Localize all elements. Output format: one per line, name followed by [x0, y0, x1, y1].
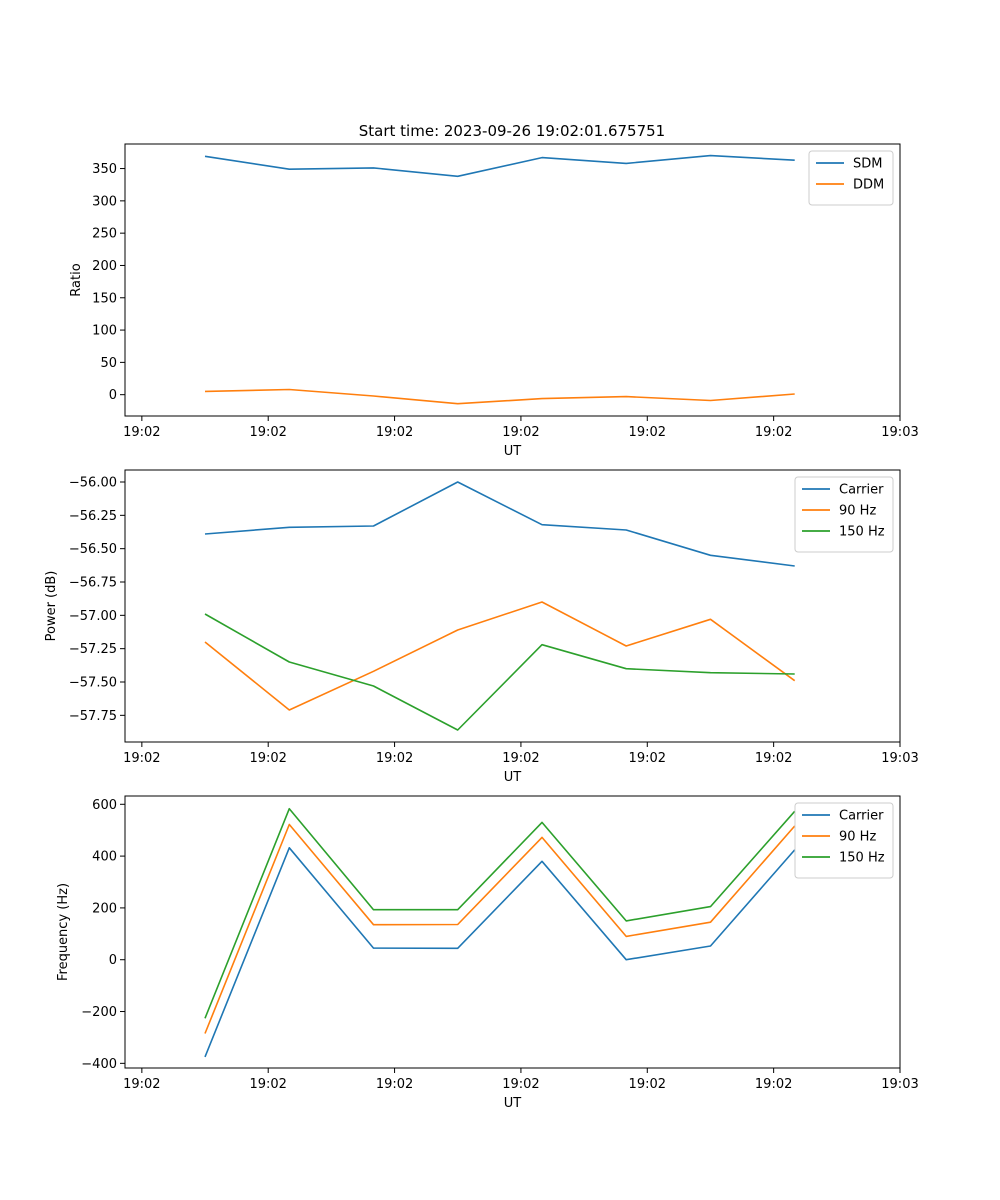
series-line-carrier	[204, 481, 795, 567]
x-tick-label: 19:02	[502, 1077, 539, 1092]
y-tick-label: 150	[92, 291, 117, 306]
series-line-ddm	[204, 388, 795, 405]
legend-box	[808, 150, 894, 206]
chart-panel-1: 19:02 19:02 19:02 19:02 19:02 19:02 19:03 0 50 10…	[69, 143, 919, 459]
y-tick-label: −56.25	[69, 509, 117, 524]
y-tick-label: 400	[92, 850, 117, 865]
x-axis-label: UT	[504, 770, 522, 785]
y-tick-label: −57.25	[69, 642, 117, 657]
y-tick-label: 300	[92, 194, 117, 209]
legend-label-carrier: Carrier	[839, 809, 884, 824]
x-tick-label: 19:02	[123, 1077, 160, 1092]
x-tick-label: 19:02	[502, 425, 539, 440]
y-tick-label: −57.75	[69, 709, 117, 724]
series-line-90-hz	[204, 823, 796, 1034]
chart-panel-3: 19:02 19:02 19:02 19:02 19:02 19:02 19:03 −400 −…	[56, 795, 919, 1111]
legend-box	[794, 476, 894, 553]
x-axis-label: UT	[504, 444, 522, 459]
x-tick-label: 19:02	[376, 425, 413, 440]
x-tick-label: 19:02	[249, 1077, 286, 1092]
y-tick-label: 350	[92, 162, 117, 177]
legend-label-150-hz: 150 Hz	[839, 851, 885, 866]
y-tick-label: 100	[92, 324, 117, 339]
legend-label-ddm: DDM	[853, 178, 884, 193]
y-tick-label: −400	[81, 1057, 117, 1072]
chart-panels: 19:02 19:02 19:02 19:02 19:02 19:02 19:03 0 50 10…	[44, 143, 919, 1111]
y-axis-label: Frequency (Hz)	[56, 883, 71, 981]
y-tick-label: −200	[81, 1005, 117, 1020]
y-tick-label: 0	[109, 953, 117, 968]
y-tick-label: −57.00	[69, 609, 117, 624]
x-tick-label: 19:02	[376, 751, 413, 766]
axes-frame	[124, 143, 901, 417]
x-tick-label: 19:02	[629, 751, 666, 766]
legend-box	[794, 802, 894, 879]
x-tick-label: 19:02	[755, 425, 792, 440]
axes-frame	[124, 469, 901, 743]
x-tick-label: 19:02	[376, 1077, 413, 1092]
x-tick-label: 19:02	[123, 751, 160, 766]
series-line-150-hz	[204, 613, 795, 731]
chart-panel-2: 19:02 19:02 19:02 19:02 19:02 19:02 19:03 −57.7…	[44, 469, 919, 785]
series-line-sdm	[204, 154, 795, 178]
y-tick-label: 250	[92, 227, 117, 242]
y-axis-label: Power (dB)	[44, 571, 59, 642]
x-tick-label: 19:02	[249, 751, 286, 766]
y-tick-label: 0	[109, 388, 117, 403]
y-tick-label: −56.75	[69, 576, 117, 591]
y-tick-label: 200	[92, 901, 117, 916]
x-tick-label: 19:02	[249, 425, 286, 440]
y-tick-label: 50	[100, 356, 117, 371]
figure-title: Start time: 2023-09-26 19:02:01.675751	[359, 122, 665, 140]
x-axis-label: UT	[504, 1096, 522, 1111]
legend-label-150-hz: 150 Hz	[839, 525, 885, 540]
series-line-carrier	[204, 846, 796, 1058]
y-tick-label: −56.50	[69, 542, 117, 557]
x-tick-label: 19:02	[502, 751, 539, 766]
x-tick-label: 19:03	[881, 751, 918, 766]
y-axis-label: Ratio	[69, 263, 84, 296]
x-tick-label: 19:02	[755, 1077, 792, 1092]
legend-label-sdm: SDM	[853, 157, 882, 172]
series-line-90-hz	[204, 601, 796, 711]
y-tick-label: −56.00	[69, 476, 117, 491]
x-tick-label: 19:02	[123, 425, 160, 440]
y-tick-label: −57.50	[69, 676, 117, 691]
series-line-150-hz	[204, 807, 796, 1019]
x-tick-label: 19:02	[755, 751, 792, 766]
legend-label-carrier: Carrier	[839, 483, 884, 498]
x-tick-label: 19:02	[629, 1077, 666, 1092]
y-tick-label: 200	[92, 259, 117, 274]
axes-frame	[124, 795, 901, 1069]
x-tick-label: 19:03	[881, 1077, 918, 1092]
y-tick-label: 600	[92, 798, 117, 813]
x-tick-label: 19:02	[629, 425, 666, 440]
legend-label-90-hz: 90 Hz	[839, 830, 876, 845]
legend-label-90-hz: 90 Hz	[839, 504, 876, 519]
x-tick-label: 19:03	[881, 425, 918, 440]
